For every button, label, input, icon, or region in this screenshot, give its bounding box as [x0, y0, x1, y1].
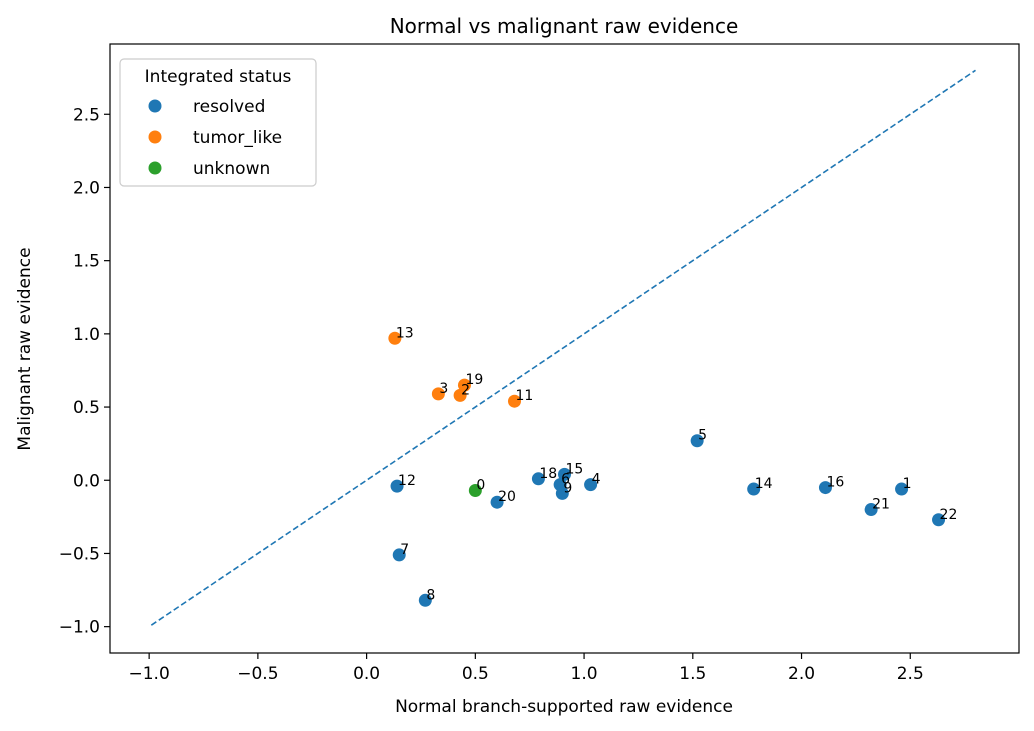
data-point-8: [418, 593, 432, 607]
legend-label-unknown: unknown: [193, 159, 270, 179]
legend-label-resolved: resolved: [193, 97, 265, 117]
y-tick-label: 0.0: [73, 471, 100, 491]
point-label-0: 0: [476, 478, 485, 494]
data-point-15: [558, 467, 571, 481]
y-tick-label: 2.5: [73, 105, 100, 125]
legend-marker-unknown: [148, 161, 162, 175]
x-axis-label: Normal branch-supported raw evidence: [395, 697, 733, 717]
x-tick-label: 1.0: [571, 664, 598, 684]
y-tick-label: 1.0: [73, 325, 100, 345]
point-label-14: 14: [755, 476, 773, 492]
y-axis-label: Malignant raw evidence: [15, 247, 35, 450]
data-point-20: [490, 495, 504, 509]
legend-marker-tumor_like: [148, 130, 162, 144]
data-point-19: [457, 378, 471, 392]
point-label-16: 16: [826, 475, 844, 491]
point-label-12: 12: [398, 473, 416, 489]
legend-box: [119, 58, 317, 187]
point-label-7: 7: [400, 542, 409, 558]
legend-label-tumor_like: tumor_like: [193, 128, 282, 148]
data-point-3: [431, 387, 445, 401]
x-tick-label: 2.0: [788, 664, 815, 684]
data-point-18: [531, 472, 545, 486]
data-point-1: [895, 482, 909, 496]
plot-frame: [109, 43, 1020, 654]
x-tick-label: −1.0: [129, 664, 170, 684]
data-point-11: [507, 394, 521, 408]
point-label-19: 19: [465, 372, 483, 388]
x-tick-label: 1.5: [679, 664, 706, 684]
y-tick-label: 1.5: [73, 252, 100, 272]
point-label-22: 22: [940, 507, 958, 523]
data-point-5: [690, 434, 704, 448]
data-point-7: [392, 548, 406, 562]
data-point-14: [747, 482, 761, 496]
data-point-16: [818, 481, 832, 495]
data-point-13: [388, 331, 402, 345]
data-point-22: [932, 513, 946, 527]
point-label-20: 20: [498, 489, 516, 505]
point-label-15: 15: [566, 461, 584, 477]
point-label-9: 9: [563, 480, 572, 496]
point-label-6: 6: [561, 472, 570, 488]
legend-marker-resolved: [148, 99, 162, 113]
data-point-21: [864, 503, 878, 517]
point-label-21: 21: [872, 497, 890, 513]
x-tick-label: 2.5: [897, 664, 924, 684]
chart-title: Normal vs malignant raw evidence: [390, 14, 739, 38]
data-point-0: [468, 484, 482, 498]
y-tick-label: −1.0: [59, 618, 100, 638]
reference-line: [150, 69, 976, 626]
data-point-9: [555, 486, 569, 500]
y-tick-label: −0.5: [59, 544, 100, 564]
point-label-1: 1: [903, 476, 912, 492]
point-label-2: 2: [461, 382, 470, 398]
point-label-13: 13: [396, 325, 414, 341]
point-label-18: 18: [539, 466, 557, 482]
data-point-12: [390, 479, 404, 493]
data-point-2: [453, 388, 467, 402]
legend-title: Integrated status: [145, 67, 292, 87]
y-tick-label: 0.5: [73, 398, 100, 418]
data-point-4: [584, 478, 598, 492]
point-label-8: 8: [426, 587, 435, 603]
x-tick-label: −0.5: [237, 664, 278, 684]
point-label-5: 5: [698, 428, 707, 444]
point-label-11: 11: [515, 388, 533, 404]
x-tick-label: 0.0: [353, 664, 380, 684]
point-label-3: 3: [439, 381, 448, 397]
x-tick-label: 0.5: [462, 664, 489, 684]
point-label-4: 4: [592, 472, 601, 488]
y-tick-label: 2.0: [73, 178, 100, 198]
